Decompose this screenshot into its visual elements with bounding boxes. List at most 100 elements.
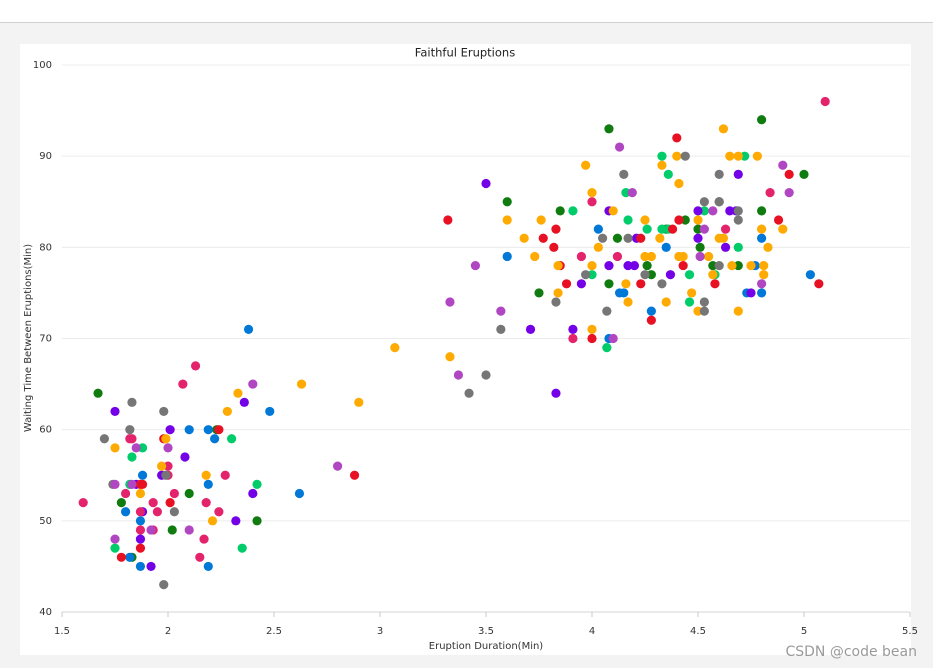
point [598,233,608,243]
point [784,169,794,179]
point [137,479,148,489]
point [294,488,305,499]
point [646,315,656,325]
point [203,479,213,489]
point [693,306,703,316]
point [678,260,688,271]
point [733,206,743,216]
point [614,142,625,152]
point [530,251,540,262]
point [678,251,688,262]
point [169,488,179,499]
point [180,452,190,462]
y-tick-label: 50 [39,516,52,527]
y-tick-label: 80 [39,242,52,253]
point [178,379,188,389]
x-tick-label: 2 [165,626,171,637]
point [576,279,587,289]
point [623,215,633,225]
point [636,233,646,243]
point [714,197,724,207]
point [623,260,633,271]
point [587,324,597,334]
point [708,260,718,271]
point [536,215,546,225]
point [718,233,729,243]
point [708,270,718,280]
point [640,215,650,225]
point [148,498,158,508]
point [561,279,572,289]
point [674,178,684,189]
point [720,242,731,252]
point [581,160,591,170]
point [243,324,254,334]
point [733,215,743,225]
point [222,406,232,417]
y-axis-label: Waiting Time Between Eruptions(Min) [23,244,34,432]
point [684,297,695,307]
point [657,151,667,161]
point [157,461,167,471]
point [576,251,587,262]
point [727,260,737,271]
point [642,260,652,271]
point [757,288,767,298]
point [201,470,211,480]
point [525,324,536,334]
point [752,151,762,161]
y-tick-label: 90 [39,151,52,162]
point [161,470,171,480]
point [519,233,529,243]
point [184,525,194,535]
point [184,425,194,435]
point [190,361,201,371]
point [195,552,205,562]
point [693,215,703,225]
x-axis-label: Eruption Duration(Min) [429,641,544,652]
point [135,561,146,572]
point [127,434,137,444]
point [496,306,506,316]
point [99,434,109,444]
point [699,306,709,316]
point [163,461,173,471]
point [704,251,714,262]
point [248,488,258,499]
point [445,297,455,307]
point [549,242,559,252]
point [746,288,756,298]
point [608,333,618,344]
point [165,425,175,435]
point [203,561,213,572]
point [784,188,794,198]
point [680,215,690,225]
point [642,224,652,234]
chart-title: Faithful Eruptions [415,46,515,60]
point [657,279,667,289]
point [814,279,824,289]
chart-area [20,44,911,655]
point [604,279,614,289]
point [110,443,120,453]
point [646,306,656,316]
point [110,534,120,544]
point [237,543,247,553]
point [725,206,735,216]
point [733,169,743,179]
point [167,525,177,535]
point [116,498,126,508]
point [587,188,597,198]
point [553,260,563,271]
point [265,406,275,417]
point [555,206,565,216]
point [672,133,682,143]
point [623,297,633,307]
point [502,215,512,225]
x-tick-label: 5 [801,626,807,637]
point [470,260,480,271]
point [135,488,146,499]
y-tick-label: 70 [39,334,52,345]
point [657,224,667,234]
